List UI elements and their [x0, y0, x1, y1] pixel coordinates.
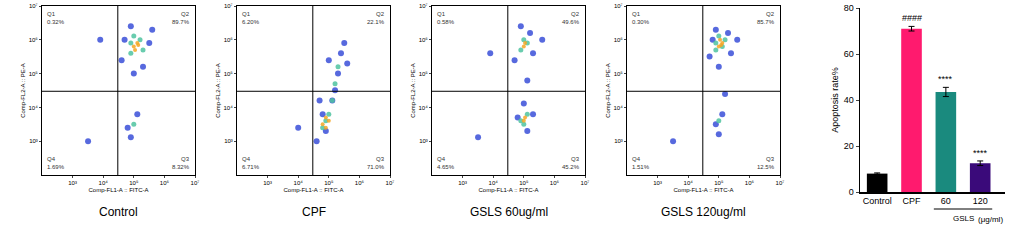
svg-text:120: 120 [973, 196, 988, 206]
svg-text:10³: 10³ [263, 180, 272, 186]
svg-text:10⁵: 10⁵ [129, 180, 139, 186]
svg-text:10⁶: 10⁶ [745, 180, 755, 186]
svg-text:GSLS 60ug/ml: GSLS 60ug/ml [470, 205, 548, 219]
svg-text:Q10.30%: Q10.30% [632, 11, 650, 25]
svg-text:CPF: CPF [903, 196, 922, 206]
svg-text:10⁵: 10⁵ [714, 180, 724, 186]
svg-text:Comp-FL1-A :: FITC-A: Comp-FL1-A :: FITC-A [673, 187, 733, 193]
svg-text:10⁶: 10⁶ [550, 180, 560, 186]
svg-text:80: 80 [844, 3, 854, 13]
svg-text:(μg/ml): (μg/ml) [978, 215, 1003, 224]
svg-text:Q312.5%: Q312.5% [757, 156, 775, 170]
svg-text:10⁷: 10⁷ [386, 180, 395, 186]
svg-text:Q289.7%: Q289.7% [172, 11, 190, 25]
svg-text:Q285.7%: Q285.7% [757, 11, 775, 25]
svg-text:CPF: CPF [302, 205, 326, 219]
svg-text:Comp-FL1-A :: FITC-A: Comp-FL1-A :: FITC-A [88, 187, 148, 193]
svg-text:10³: 10³ [419, 138, 428, 144]
svg-text:10⁵: 10⁵ [324, 180, 334, 186]
svg-text:10⁵: 10⁵ [519, 180, 529, 186]
svg-text:Q16.20%: Q16.20% [242, 11, 260, 25]
svg-text:Q41.69%: Q41.69% [47, 156, 65, 170]
svg-text:10⁵: 10⁵ [419, 71, 429, 77]
svg-text:10⁶: 10⁶ [29, 37, 39, 43]
svg-text:10⁵: 10⁵ [224, 71, 234, 77]
svg-text:####: #### [902, 13, 922, 23]
svg-text:10⁴: 10⁴ [614, 105, 624, 111]
svg-text:10⁶: 10⁶ [224, 37, 234, 43]
svg-text:10⁴: 10⁴ [99, 180, 109, 186]
svg-text:Q249.6%: Q249.6% [562, 11, 580, 25]
svg-text:****: **** [973, 148, 988, 158]
svg-text:Apoptosis rate%: Apoptosis rate% [830, 67, 840, 133]
svg-text:10⁶: 10⁶ [160, 180, 170, 186]
svg-text:Comp-FL2-A :: PE-A: Comp-FL2-A :: PE-A [215, 63, 221, 118]
svg-text:10⁴: 10⁴ [489, 180, 499, 186]
svg-text:10⁵: 10⁵ [614, 71, 624, 77]
svg-text:10³: 10³ [653, 180, 662, 186]
svg-text:10⁷: 10⁷ [29, 3, 38, 9]
svg-text:Comp-FL2-A :: PE-A: Comp-FL2-A :: PE-A [605, 63, 611, 118]
svg-text:10⁶: 10⁶ [355, 180, 365, 186]
svg-text:10⁴: 10⁴ [29, 105, 39, 111]
svg-text:10⁷: 10⁷ [581, 180, 590, 186]
svg-text:10³: 10³ [614, 138, 623, 144]
svg-text:Control: Control [863, 196, 892, 206]
svg-text:60: 60 [844, 49, 854, 59]
svg-text:10⁶: 10⁶ [614, 37, 624, 43]
svg-text:10⁴: 10⁴ [684, 180, 694, 186]
svg-text:10⁷: 10⁷ [419, 3, 428, 9]
svg-text:Q44.65%: Q44.65% [437, 156, 455, 170]
svg-text:Q10.32%: Q10.32% [47, 11, 65, 25]
svg-text:10⁷: 10⁷ [614, 3, 623, 9]
svg-text:Q10.58%: Q10.58% [437, 11, 455, 25]
svg-text:10⁵: 10⁵ [29, 71, 39, 77]
svg-text:GSLS: GSLS [953, 214, 974, 223]
svg-text:Q222.1%: Q222.1% [367, 11, 385, 25]
svg-text:Q41.51%: Q41.51% [632, 156, 650, 170]
svg-text:10³: 10³ [458, 180, 467, 186]
svg-text:Q38.32%: Q38.32% [172, 156, 190, 170]
svg-text:10⁷: 10⁷ [776, 180, 785, 186]
svg-text:20: 20 [844, 141, 854, 151]
svg-text:10⁷: 10⁷ [224, 3, 233, 9]
svg-text:Q46.71%: Q46.71% [242, 156, 260, 170]
svg-text:****: **** [938, 74, 953, 84]
svg-text:Comp-FL1-A :: FITC-A: Comp-FL1-A :: FITC-A [283, 187, 343, 193]
svg-text:10³: 10³ [68, 180, 77, 186]
svg-text:0: 0 [849, 187, 854, 197]
svg-text:10³: 10³ [224, 138, 233, 144]
svg-text:Q371.0%: Q371.0% [367, 156, 385, 170]
svg-text:10⁴: 10⁴ [419, 105, 429, 111]
svg-text:Comp-FL2-A :: PE-A: Comp-FL2-A :: PE-A [410, 63, 416, 118]
svg-text:10³: 10³ [29, 138, 38, 144]
svg-text:10⁶: 10⁶ [419, 37, 429, 43]
svg-text:10⁴: 10⁴ [294, 180, 304, 186]
svg-text:Q345.2%: Q345.2% [562, 156, 580, 170]
svg-text:GSLS 120ug/ml: GSLS 120ug/ml [661, 205, 746, 219]
svg-text:Comp-FL2-A :: PE-A: Comp-FL2-A :: PE-A [20, 63, 26, 118]
svg-text:Comp-FL1-A :: FITC-A: Comp-FL1-A :: FITC-A [478, 187, 538, 193]
svg-text:Control: Control [99, 205, 138, 219]
svg-text:10⁴: 10⁴ [224, 105, 234, 111]
svg-text:60: 60 [941, 196, 951, 206]
svg-text:40: 40 [844, 95, 854, 105]
svg-text:10⁷: 10⁷ [191, 180, 200, 186]
